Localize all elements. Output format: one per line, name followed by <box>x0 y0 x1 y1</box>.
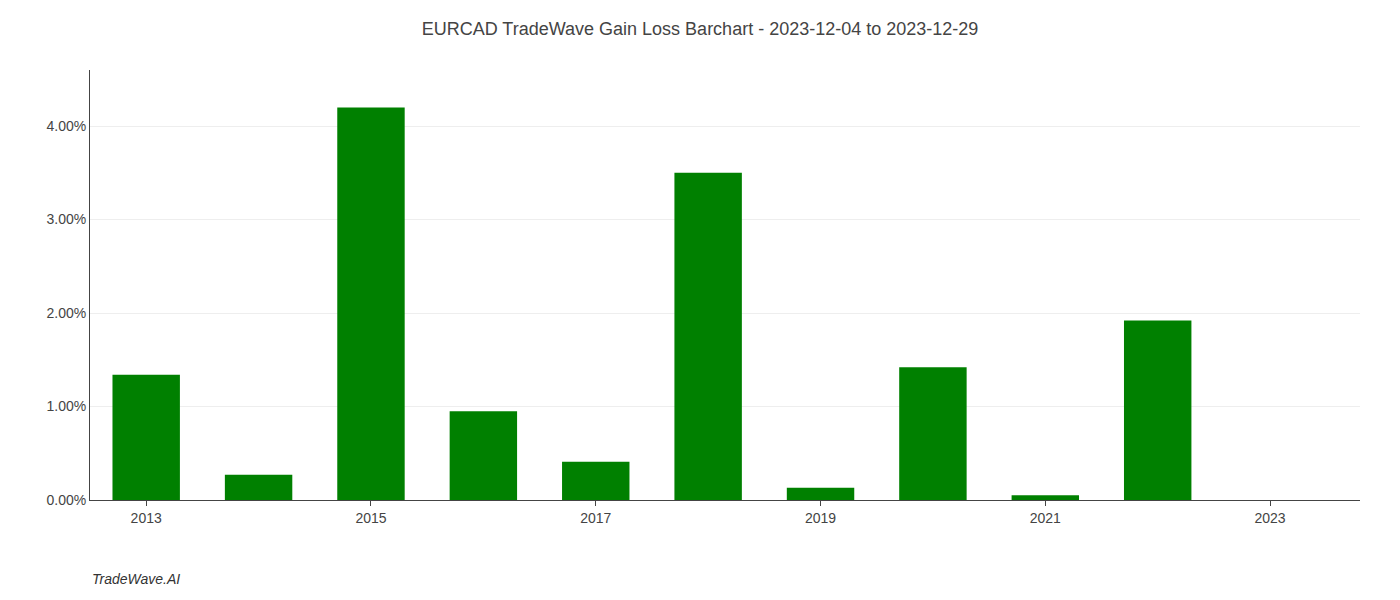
svg-text:0.00%: 0.00% <box>46 492 86 508</box>
svg-text:2021: 2021 <box>1030 510 1061 526</box>
svg-text:1.00%: 1.00% <box>46 398 86 414</box>
svg-text:3.00%: 3.00% <box>46 211 86 227</box>
svg-text:2019: 2019 <box>805 510 836 526</box>
svg-text:2015: 2015 <box>355 510 386 526</box>
svg-text:TradeWave.AI: TradeWave.AI <box>92 571 180 587</box>
svg-text:4.00%: 4.00% <box>46 118 86 134</box>
svg-text:2017: 2017 <box>580 510 611 526</box>
svg-text:2.00%: 2.00% <box>46 305 86 321</box>
svg-text:2013: 2013 <box>131 510 162 526</box>
svg-text:EURCAD TradeWave Gain Loss Bar: EURCAD TradeWave Gain Loss Barchart - 20… <box>422 19 979 39</box>
svg-text:2023: 2023 <box>1255 510 1286 526</box>
